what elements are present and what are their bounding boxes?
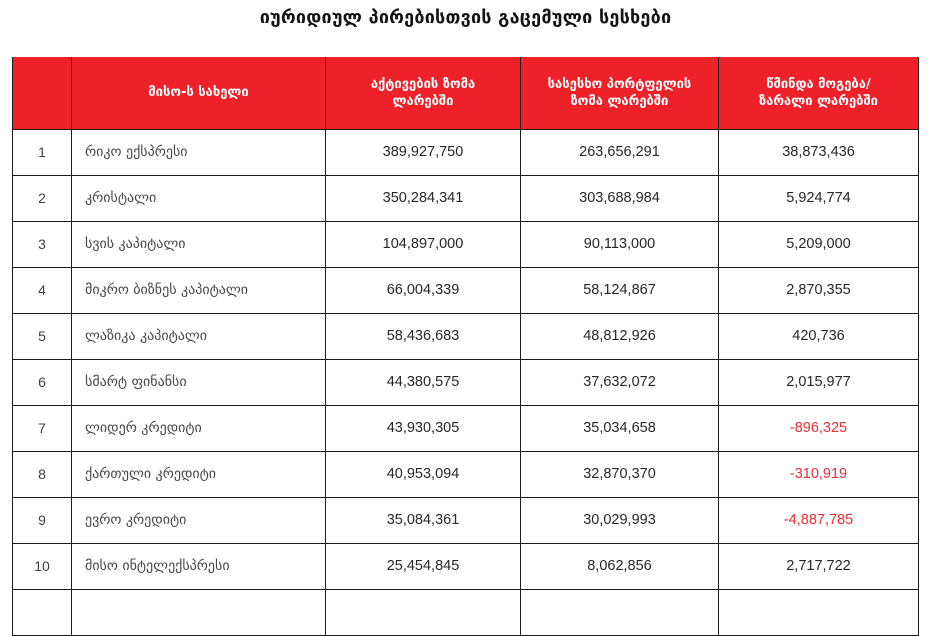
table-row: 4 მიკრო ბიზნეს კაპიტალი 66,004,339 58,124,8… [12, 266, 919, 314]
portfolio-cell: 8,062,856 [520, 542, 719, 590]
column-header-portfolio: სასესხო პორტფელის ზომა ლარებში [520, 57, 719, 130]
row-index-cell: 6 [12, 358, 72, 406]
table-body: 1 რიკო ექსპრესი 389,927,750 263,656,291 38,8… [12, 128, 919, 636]
assets-cell: 40,953,094 [325, 450, 521, 498]
mfo-name-cell: რიკო ექსპრესი [71, 128, 326, 176]
assets-cell: 66,004,339 [325, 266, 521, 314]
row-index-cell [12, 588, 72, 636]
portfolio-cell: 303,688,984 [520, 174, 719, 222]
portfolio-cell: 58,124,867 [520, 266, 719, 314]
mfo-name-cell: ლაზიკა კაპიტალი [71, 312, 326, 360]
mfo-name-cell: ევრო კრედიტი [71, 496, 326, 544]
assets-cell: 44,380,575 [325, 358, 521, 406]
table-row: 2 კრისტალი 350,284,341 303,688,984 5,924,774 [12, 174, 919, 222]
assets-cell: 35,084,361 [325, 496, 521, 544]
header-row: მისო-ს სახელი აქტივების ზომა ლარებში სას… [12, 57, 919, 130]
row-index-cell: 9 [12, 496, 72, 544]
profit-cell: 2,015,977 [718, 358, 919, 406]
mfo-name-cell: მიკრო ბიზნეს კაპიტალი [71, 266, 326, 314]
portfolio-cell: 32,870,370 [520, 450, 719, 498]
row-index-cell: 1 [12, 128, 72, 176]
assets-cell: 389,927,750 [325, 128, 521, 176]
portfolio-cell: 37,632,072 [520, 358, 719, 406]
row-index-cell: 5 [12, 312, 72, 360]
row-index-cell: 4 [12, 266, 72, 314]
assets-cell: 43,930,305 [325, 404, 521, 452]
profit-cell: 5,924,774 [718, 174, 919, 222]
profit-cell: -4,887,785 [718, 496, 919, 544]
table-row: 7 ლიდერ კრედიტი 43,930,305 35,034,658 -896,3… [12, 404, 919, 452]
column-header-mfo-name: მისო-ს სახელი [71, 57, 326, 130]
portfolio-cell: 48,812,926 [520, 312, 719, 360]
row-index-cell: 2 [12, 174, 72, 222]
mfo-name-cell [71, 588, 326, 636]
portfolio-cell: 35,034,658 [520, 404, 719, 452]
profit-cell: -896,325 [718, 404, 919, 452]
table-row: 8 ქართული კრედიტი 40,953,094 32,870,370 -310… [12, 450, 919, 498]
assets-cell [325, 588, 521, 636]
mfo-name-cell: სვის კაპიტალი [71, 220, 326, 268]
table-row-partial [12, 588, 919, 636]
portfolio-cell: 90,113,000 [520, 220, 719, 268]
portfolio-cell [520, 588, 719, 636]
mfo-name-cell: კრისტალი [71, 174, 326, 222]
profit-cell: 2,717,722 [718, 542, 919, 590]
row-index-cell: 7 [12, 404, 72, 452]
profit-cell: 5,209,000 [718, 220, 919, 268]
portfolio-cell: 263,656,291 [520, 128, 719, 176]
table-row: 9 ევრო კრედიტი 35,084,361 30,029,993 -4,887,… [12, 496, 919, 544]
mfo-name-cell: სმარტ ფინანსი [71, 358, 326, 406]
portfolio-cell: 30,029,993 [520, 496, 719, 544]
column-header-profit: წმინდა მოგება/ ზარალი ლარებში [718, 57, 919, 130]
table-header: მისო-ს სახელი აქტივების ზომა ლარებში სას… [12, 57, 919, 130]
profit-cell [718, 588, 919, 636]
page-title: იურიდიულ პირებისთვის გაცემული სესხები [259, 7, 672, 28]
table-row: 3 სვის კაპიტალი 104,897,000 90,113,000 5,209… [12, 220, 919, 268]
row-index-cell: 3 [12, 220, 72, 268]
mfo-name-cell: ქართული კრედიტი [71, 450, 326, 498]
row-index-cell: 10 [12, 542, 72, 590]
table-row: 5 ლაზიკა კაპიტალი 58,436,683 48,812,926 420,… [12, 312, 919, 360]
loans-table: მისო-ს სახელი აქტივების ზომა ლარებში სას… [12, 57, 919, 636]
table-row: 1 რიკო ექსპრესი 389,927,750 263,656,291 38,8… [12, 128, 919, 176]
column-header-assets: აქტივების ზომა ლარებში [325, 57, 521, 130]
profit-cell: 2,870,355 [718, 266, 919, 314]
column-header-index [12, 57, 72, 130]
profit-cell: 38,873,436 [718, 128, 919, 176]
assets-cell: 104,897,000 [325, 220, 521, 268]
row-index-cell: 8 [12, 450, 72, 498]
assets-cell: 58,436,683 [325, 312, 521, 360]
profit-cell: 420,736 [718, 312, 919, 360]
profit-cell: -310,919 [718, 450, 919, 498]
assets-cell: 350,284,341 [325, 174, 521, 222]
assets-cell: 25,454,845 [325, 542, 521, 590]
table-row: 10 მისო ინტელექსპრესი 25,454,845 8,062,856 2… [12, 542, 919, 590]
mfo-name-cell: მისო ინტელექსპრესი [71, 542, 326, 590]
mfo-name-cell: ლიდერ კრედიტი [71, 404, 326, 452]
table-row: 6 სმარტ ფინანსი 44,380,575 37,632,072 2,015,… [12, 358, 919, 406]
